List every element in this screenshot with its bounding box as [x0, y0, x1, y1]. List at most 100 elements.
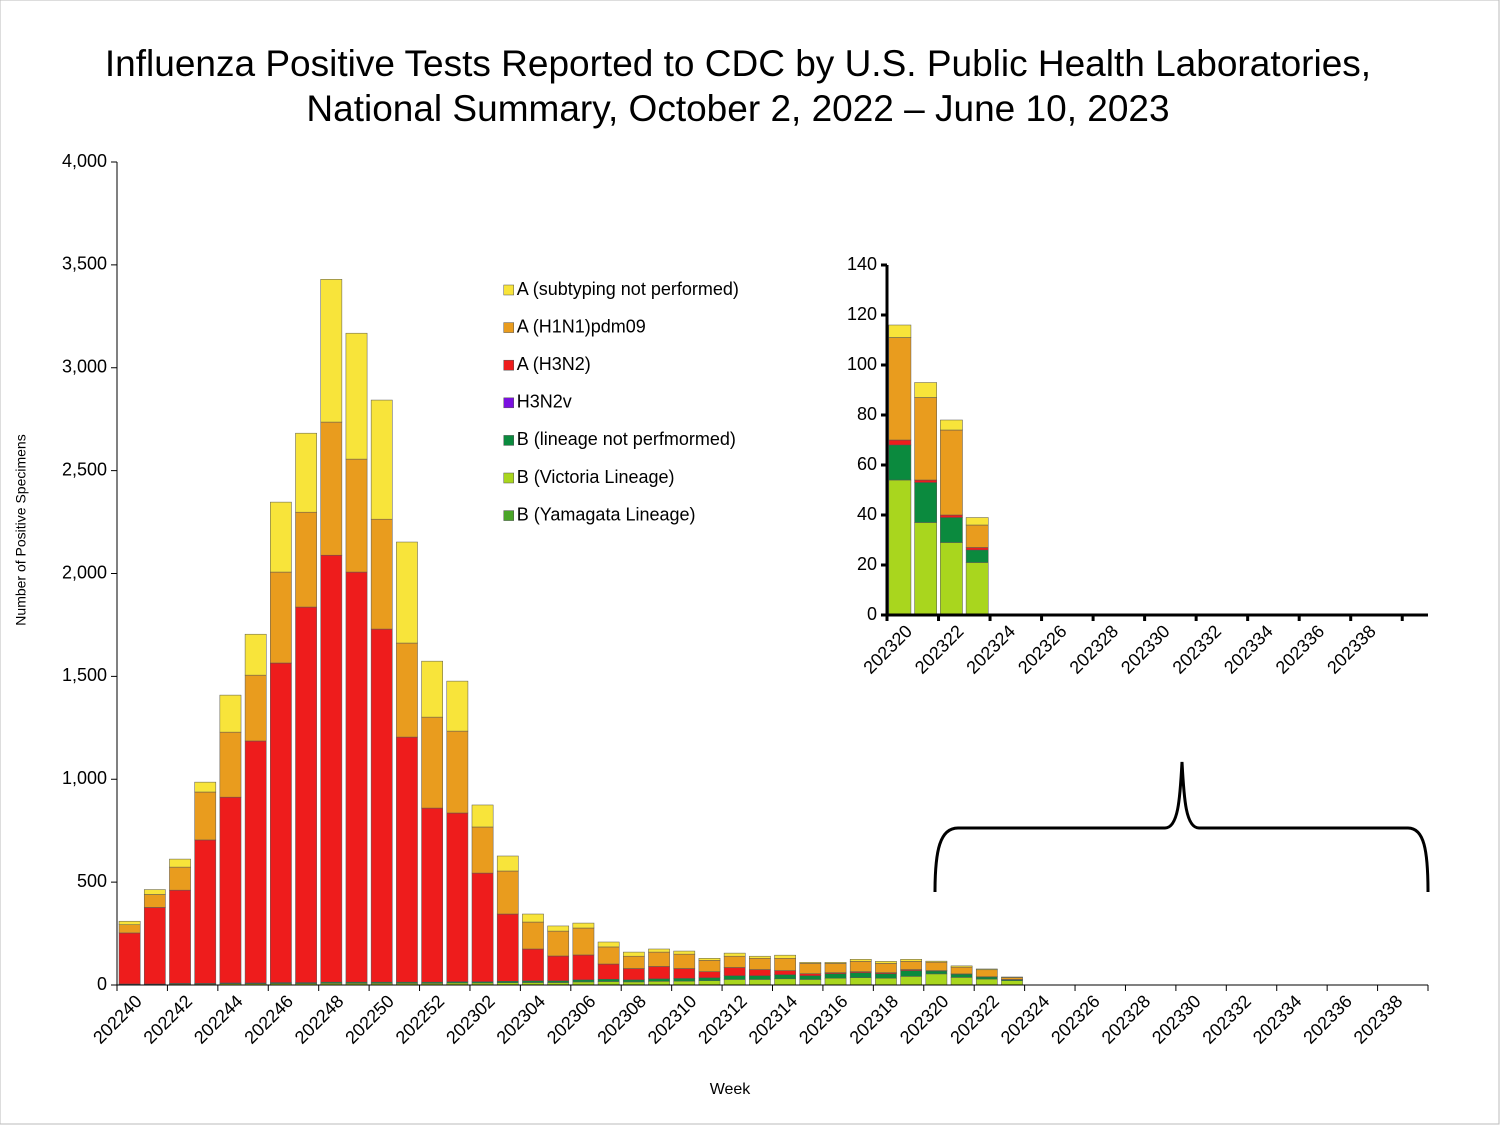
bar-segment [698, 980, 721, 986]
bar-segment [396, 541, 418, 644]
bar-segment [622, 968, 645, 981]
legend-swatch [503, 472, 514, 484]
bar-segment [673, 978, 696, 982]
bar-segment [471, 804, 494, 828]
bar-segment [270, 662, 292, 983]
bar-segment [597, 978, 620, 982]
bar-segment [824, 977, 847, 986]
bar-segment [940, 542, 963, 616]
bar-segment [244, 674, 267, 742]
bar-segment [774, 970, 796, 975]
bar-segment [965, 562, 989, 616]
y-tick-label: 0 [97, 974, 107, 994]
legend-label: A (H1N1)pdm09 [517, 316, 646, 336]
bar-segment [244, 633, 267, 676]
bar-segment [900, 976, 923, 986]
bar-segment [914, 479, 937, 483]
bar-segment [370, 518, 393, 630]
bar-segment [295, 606, 317, 983]
bar-segment [572, 979, 595, 983]
bar-segment [496, 855, 519, 872]
y-tick-label: 20 [857, 554, 877, 574]
bar-segment [799, 973, 822, 976]
bar-segment [118, 920, 141, 925]
bar-segment [622, 951, 645, 957]
legend-label: A (subtyping not performed) [517, 279, 739, 299]
bar-segment [774, 954, 796, 959]
bar-segment [975, 976, 998, 980]
bar-segment [698, 960, 721, 972]
bar-segment [950, 977, 973, 986]
legend-swatch [503, 435, 514, 446]
legend-swatch [503, 322, 514, 333]
bar-segment [1001, 980, 1023, 986]
bar-segment [1001, 977, 1023, 980]
bar-segment [975, 968, 998, 971]
chart-title: Influenza Positive Tests Reported to CDC… [105, 43, 1371, 84]
bar-segment [849, 959, 872, 962]
y-tick-label: 3,500 [62, 254, 107, 274]
bar-segment [975, 978, 998, 986]
bar-segment [914, 482, 937, 523]
bar-segment [940, 419, 963, 431]
bar-segment [471, 826, 494, 874]
bar-segment [270, 501, 292, 573]
bar-segment [244, 740, 267, 984]
y-tick-label: 100 [847, 354, 877, 374]
bar-segment [888, 479, 912, 616]
bar-segment [888, 439, 912, 446]
bar-segment [723, 967, 746, 976]
bar-segment [597, 941, 620, 948]
bar-segment [849, 977, 872, 986]
bar-segment [925, 960, 948, 963]
bar-segment [143, 907, 166, 985]
bar-segment [496, 913, 519, 982]
x-axis-label: Week [710, 1081, 752, 1098]
legend-swatch [503, 510, 514, 521]
bar-segment [496, 870, 519, 915]
bar-segment [900, 970, 923, 977]
bar-segment [774, 978, 796, 986]
bar-segment [597, 981, 620, 986]
bar-segment [673, 968, 696, 979]
legend-label: B (lineage not perfmormed) [517, 429, 736, 449]
bar-segment [925, 961, 948, 971]
bar-segment [169, 858, 191, 868]
bar-segment [572, 954, 595, 981]
bar-segment [648, 981, 670, 986]
bar-segment [888, 324, 912, 338]
bar-segment [888, 337, 912, 441]
bar-segment [749, 969, 771, 976]
bar-segment [572, 922, 595, 929]
y-tick-label: 1,000 [62, 768, 107, 788]
y-tick-label: 2,000 [62, 562, 107, 582]
bar-segment [875, 963, 897, 973]
bar-segment [824, 963, 847, 973]
bar-segment [295, 432, 317, 513]
bar-segment [522, 948, 544, 982]
bar-segment [799, 963, 822, 974]
bar-segment [698, 977, 721, 981]
bar-segment [396, 736, 418, 983]
y-tick-label: 500 [77, 871, 107, 891]
bar-segment [774, 974, 796, 980]
bar-segment [143, 894, 166, 908]
y-tick-label: 0 [867, 604, 877, 624]
bar-segment [597, 963, 620, 980]
bar-segment [320, 421, 343, 556]
bar-segment [965, 549, 989, 563]
bar-segment [648, 978, 670, 982]
bar-segment [824, 973, 847, 979]
bar-segment [950, 965, 973, 968]
bar-segment [849, 961, 872, 972]
bar-segment [118, 932, 141, 985]
bar-segment [547, 955, 570, 982]
bar-segment [648, 948, 670, 953]
bar-segment [648, 966, 670, 980]
bar-segment [471, 872, 494, 982]
bar-segment [219, 796, 242, 984]
bar-segment [799, 975, 822, 980]
y-tick-label: 120 [847, 304, 877, 324]
bar-segment [522, 921, 544, 950]
